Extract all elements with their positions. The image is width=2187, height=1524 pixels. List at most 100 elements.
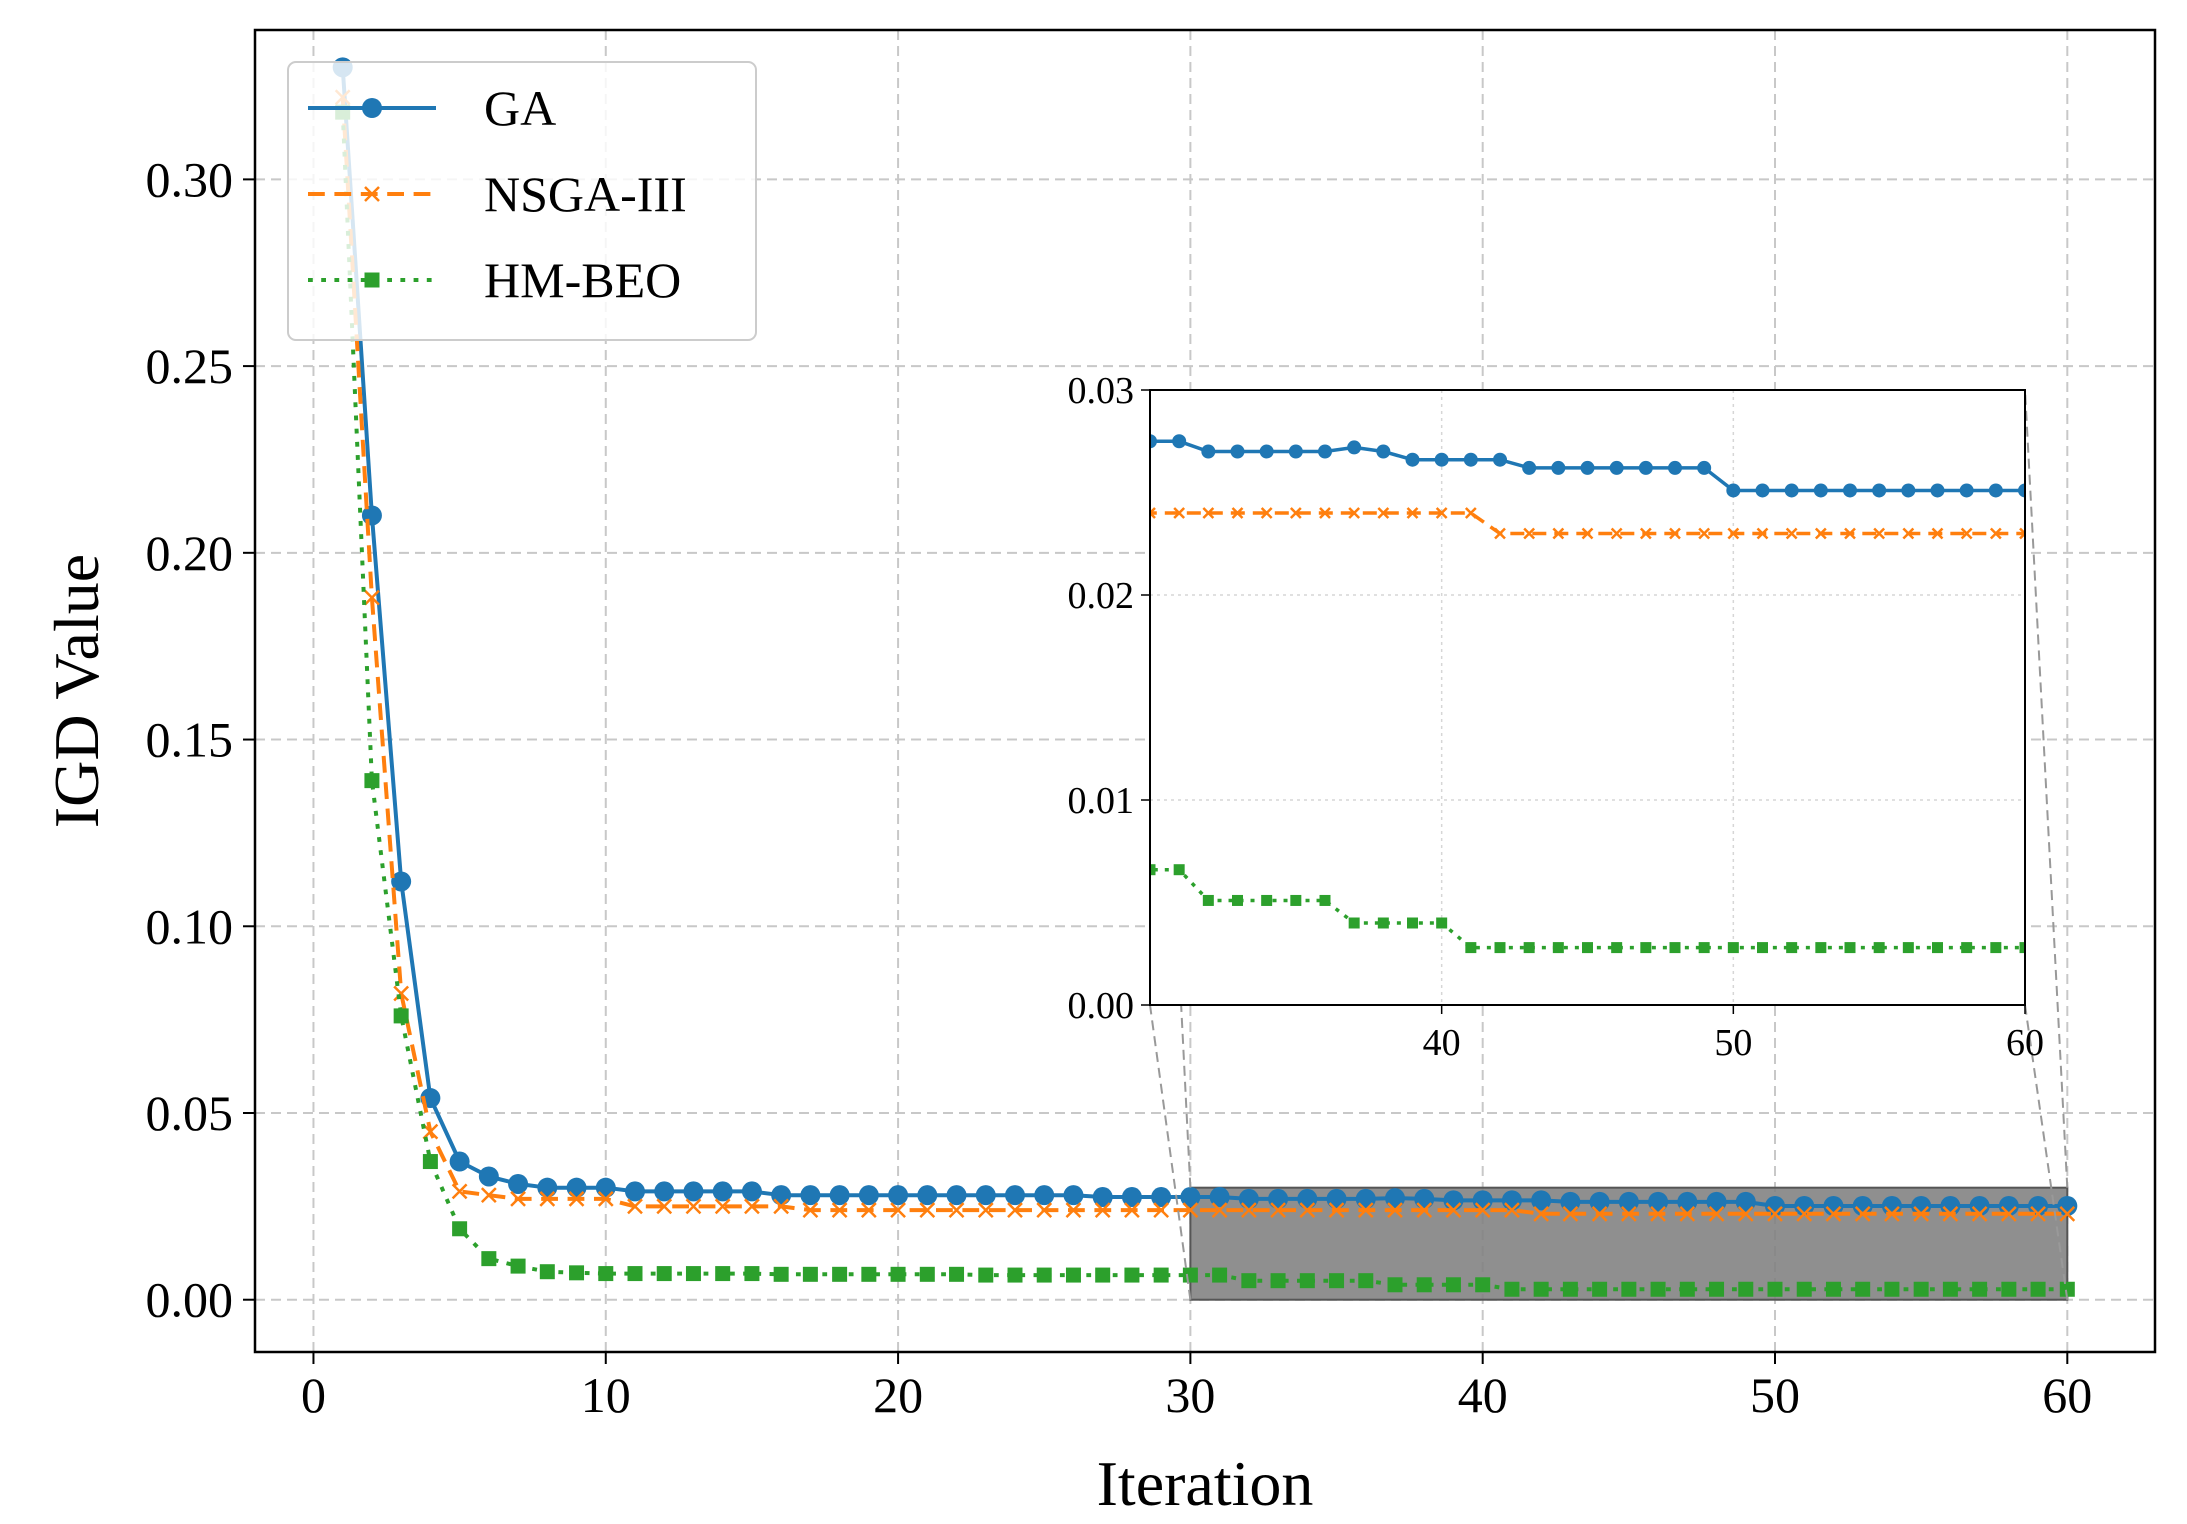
ga-point (1443, 1190, 1464, 1211)
nsga-iii-point (1767, 1205, 1783, 1222)
ga-point (858, 1185, 879, 1206)
inset-nsga-iii-point (1435, 507, 1448, 519)
hm-beo-point (1065, 1267, 1081, 1283)
inset-zoom-panel: 40 50 60 0.00 0.01 0.02 0.03 (1068, 370, 2045, 1064)
inset-nsga-iii-point (1377, 507, 1390, 519)
hm-beo-point (1504, 1281, 1520, 1297)
nsga-iii-point (802, 1202, 819, 1218)
hm-beo-point (919, 1266, 935, 1282)
ga-point (566, 1177, 587, 1198)
inset-nsga-iii-point (1814, 527, 1827, 540)
inset-hm-beo-point (1669, 942, 1681, 954)
nsga-iii-point (685, 1198, 702, 1215)
inset-hm-beo-point (1873, 942, 1885, 954)
inset-nsga-iii-point (1727, 527, 1740, 540)
nsga-iii-point (656, 1198, 673, 1215)
ga-point (917, 1185, 938, 1206)
hm-beo-point (1709, 1281, 1725, 1297)
hm-beo-point (510, 1258, 526, 1274)
ga-point (741, 1181, 762, 1202)
hm-beo-point (685, 1266, 701, 1282)
inset-ga-point (1493, 452, 1507, 467)
hm-beo-point (1036, 1267, 1052, 1283)
nsga-iii-point (1533, 1205, 1550, 1222)
hm-beo-point (1095, 1267, 1111, 1283)
nsga-iii-point (422, 1123, 439, 1140)
x-axis-title: Iteration (1097, 1448, 1314, 1519)
inset-hm-beo-point (1150, 864, 1156, 876)
inset-x-tick-label: 60 (2006, 1022, 2044, 1064)
nsga-iii-point (860, 1202, 877, 1218)
x-tick-label: 30 (1165, 1367, 1215, 1423)
nsga-iii-point (1796, 1205, 1813, 1222)
inset-y-tick-label: 0.00 (1068, 985, 1135, 1027)
nsga-iii-point (1124, 1202, 1140, 1218)
ga-point (449, 1151, 470, 1172)
inset-series-ga (1150, 434, 2025, 498)
inset-nsga-iii-point (1960, 527, 1973, 540)
hm-beo-point (1679, 1281, 1695, 1297)
ga-point (1297, 1188, 1318, 1209)
hm-beo-point (422, 1154, 438, 1170)
inset-ga-point (1201, 444, 1216, 459)
inset-ga-point (1959, 483, 1974, 498)
inset-nsga-iii-point (1639, 527, 1652, 540)
ga-point (654, 1181, 675, 1202)
nsga-iii-point (1299, 1202, 1316, 1218)
nsga-iii-point (451, 1183, 468, 1200)
nsga-iii-line (340, 97, 2068, 1216)
hm-beo-point (773, 1266, 789, 1282)
ga-point (1151, 1187, 1172, 1208)
ga-point (946, 1185, 967, 1206)
inset-series-layer (1150, 434, 2025, 954)
ga-point (1472, 1190, 1493, 1211)
hm-beo-point (1650, 1281, 1666, 1297)
inset-nsga-iii-point (1289, 507, 1302, 519)
hm-beo-point (1855, 1281, 1871, 1297)
inset-nsga-iii-point (1150, 507, 1156, 519)
nsga-iii-point (1562, 1205, 1579, 1222)
nsga-iii-point (1328, 1202, 1345, 1218)
y-tick-label: 0.20 (146, 525, 234, 581)
hm-beo-point (1270, 1273, 1286, 1289)
hm-beo-point (949, 1266, 965, 1282)
inset-ga-point (1522, 460, 1537, 475)
nsga-iii-point (890, 1202, 906, 1218)
legend-item-hm-beo: HM-BEO (308, 252, 681, 308)
inset-ga-point (1755, 483, 1770, 498)
inset-ga-point (1318, 444, 1332, 459)
inset-ga-point (1638, 460, 1653, 475)
x-tick-label: 40 (1458, 1367, 1508, 1423)
ga-point (1735, 1191, 1756, 1212)
hm-beo-point (1767, 1281, 1783, 1297)
hm-beo-point (1212, 1267, 1228, 1283)
inset-ga-point (1609, 460, 1624, 475)
inset-hm-beo-point (1173, 864, 1185, 876)
series-ga (332, 57, 2078, 1216)
inset-hm-beo-point (1407, 917, 1418, 929)
inset-ga-point (1288, 444, 1303, 459)
inset-nsga-iii-point (1464, 507, 1477, 519)
inset-nsga-iii-point (1523, 527, 1536, 540)
legend-label: GA (484, 80, 556, 136)
ga-point (1852, 1195, 1873, 1216)
ga-point (508, 1173, 529, 1194)
hm-beo-point (452, 1221, 468, 1237)
nsga-iii-point (480, 1187, 497, 1204)
nsga-iii-point (831, 1202, 848, 1218)
ga-point (391, 871, 412, 892)
x-tick-label: 10 (581, 1367, 631, 1423)
inset-y-tick-label: 0.03 (1068, 370, 1135, 412)
ga-point (975, 1185, 996, 1206)
legend-marker (364, 186, 380, 202)
main-series-layer (332, 57, 2078, 1297)
inset-hm-beo-point (1990, 942, 2002, 954)
hm-beo-point (715, 1266, 731, 1282)
plot-frame (253, 28, 2157, 1354)
ga-point (595, 1177, 616, 1198)
legend: GA NSGA-III HM-BEO (287, 61, 757, 341)
ga-point (1969, 1195, 1990, 1216)
nsga-iii-point (1708, 1205, 1725, 1222)
nsga-iii-point (1504, 1202, 1520, 1218)
